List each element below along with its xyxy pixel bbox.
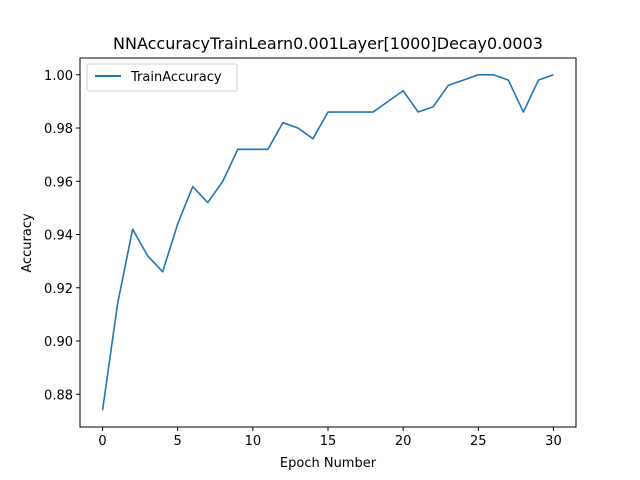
y-tick-label: 0.90 bbox=[44, 335, 73, 350]
x-tick-label: 20 bbox=[395, 434, 412, 449]
x-tick-label: 25 bbox=[470, 434, 487, 449]
legend: TrainAccuracy bbox=[86, 63, 238, 92]
x-axis-label: Epoch Number bbox=[280, 456, 377, 471]
x-tick-label: 30 bbox=[545, 434, 562, 449]
plot-area: 0 5 10 15 20 25 30 0.88 0.90 0.92 0.94 0.96 0.98 1.00 bbox=[44, 69, 562, 449]
y-tick-label: 0.98 bbox=[44, 122, 73, 137]
y-tick-label: 0.88 bbox=[44, 388, 73, 403]
chart-title: NNAccuracyTrainLearn0.001Layer[1000]Deca… bbox=[113, 34, 543, 53]
x-tick-label: 15 bbox=[320, 434, 337, 449]
legend-label: TrainAccuracy bbox=[130, 70, 222, 85]
x-tick-label: 0 bbox=[98, 434, 106, 449]
y-tick-label: 0.96 bbox=[44, 175, 73, 190]
y-tick-label: 1.00 bbox=[44, 69, 73, 84]
series-line-train-accuracy bbox=[101, 73, 554, 411]
legend-box bbox=[86, 63, 238, 92]
x-tick-label: 5 bbox=[174, 434, 182, 449]
y-tick-label: 0.94 bbox=[44, 229, 73, 244]
y-tick-label: 0.92 bbox=[44, 282, 73, 297]
plot-frame bbox=[79, 57, 577, 428]
y-axis-label: Accuracy bbox=[20, 213, 35, 273]
x-tick-label: 10 bbox=[245, 434, 262, 449]
